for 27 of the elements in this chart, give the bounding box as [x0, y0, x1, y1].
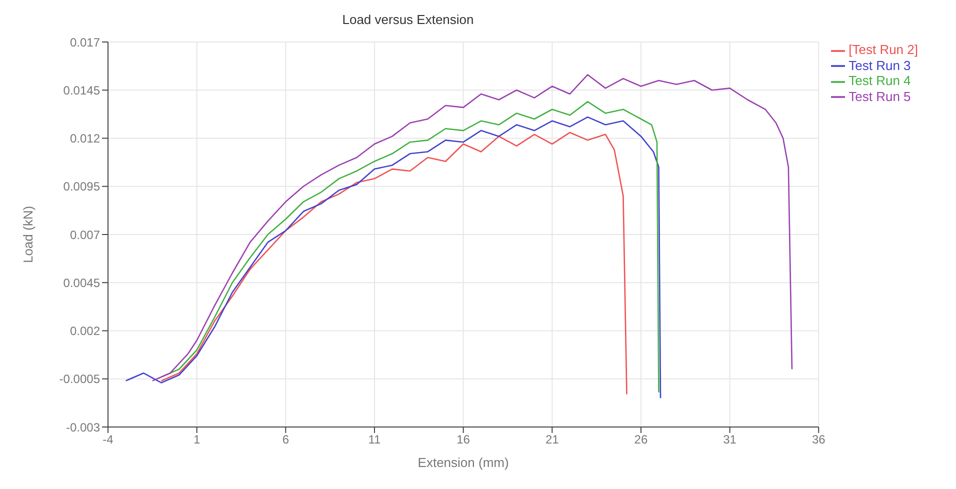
- y-axis-title: Load (kN): [20, 206, 36, 264]
- x-axis-title: Extension (mm): [418, 455, 509, 470]
- x-tick-label: 16: [456, 432, 470, 447]
- legend-label: Test Run 4: [848, 73, 911, 88]
- legend-label: [Test Run 2]: [848, 42, 918, 57]
- x-tick-label: 36: [812, 432, 826, 447]
- x-tick-label: 6: [282, 432, 290, 447]
- line-series: [160, 132, 628, 395]
- x-tick-label: 21: [545, 432, 560, 447]
- y-tick-label: 0.002: [70, 324, 100, 338]
- y-tick-label: 0.007: [70, 228, 100, 242]
- line-series: [152, 74, 793, 382]
- legend-label: Test Run 3: [848, 58, 911, 73]
- y-tick-label: 0.0095: [63, 180, 100, 194]
- y-tick-label: 0.0145: [63, 83, 100, 98]
- legend-label: Test Run 5: [848, 88, 911, 104]
- y-tick-label: 0.017: [70, 35, 100, 50]
- x-tick-label: 26: [634, 432, 648, 447]
- x-tick-label: 31: [723, 432, 737, 447]
- y-tick-label: -0.003: [66, 420, 100, 434]
- y-tick-label: -0.0005: [59, 372, 100, 386]
- chart-title: Load versus Extension: [341, 11, 475, 29]
- x-tick-label: 11: [368, 432, 382, 447]
- y-tick-label: 0.0045: [63, 276, 100, 290]
- x-tick-label: -4: [102, 432, 114, 447]
- x-tick-label: 1: [193, 432, 200, 447]
- y-tick-label: 0.012: [70, 132, 100, 146]
